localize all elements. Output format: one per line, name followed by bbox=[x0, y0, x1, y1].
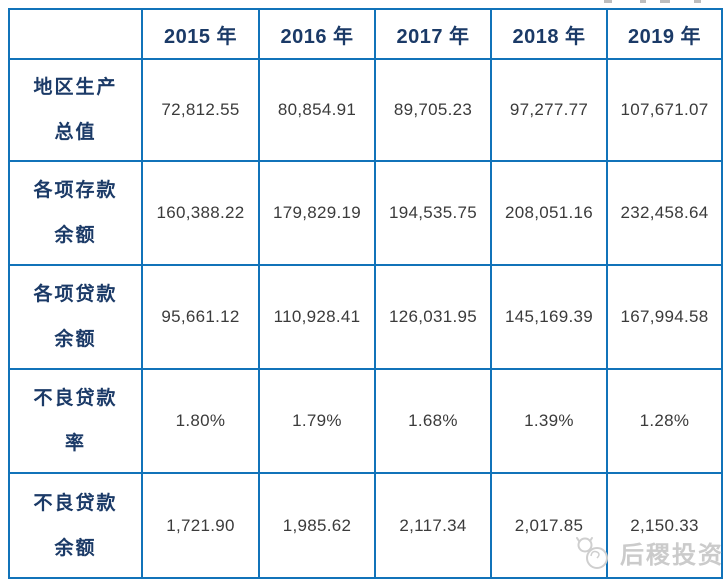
row-label-gdp: 地区生产 总值 bbox=[8, 58, 143, 162]
year-header-2019: 2019 年 bbox=[606, 8, 723, 60]
table-cell: 126,031.95 bbox=[374, 264, 492, 370]
watermark: 后稷投资 bbox=[575, 535, 724, 570]
table-cell: 1.80% bbox=[141, 368, 260, 474]
row-label-deposits: 各项存款 余额 bbox=[8, 160, 143, 266]
table-cell: 72,812.55 bbox=[141, 58, 260, 162]
brand-logo-icon bbox=[575, 536, 615, 570]
row-label-line: 余额 bbox=[54, 329, 97, 350]
year-header-2015: 2015 年 bbox=[141, 8, 260, 60]
table-row-gdp: 地区生产 总值 72,812.55 80,854.91 89,705.23 97… bbox=[8, 58, 723, 162]
year-header-2018: 2018 年 bbox=[490, 8, 608, 60]
row-label-npl-balance: 不良贷款 余额 bbox=[8, 472, 143, 579]
table-header-row: 2015 年 2016 年 2017 年 2018 年 2019 年 bbox=[8, 8, 723, 60]
table-cell: 1.68% bbox=[374, 368, 492, 474]
table-cell: 1.39% bbox=[490, 368, 608, 474]
table-cell: 160,388.22 bbox=[141, 160, 260, 266]
table-cell: 80,854.91 bbox=[258, 58, 376, 162]
financial-data-table: 2015 年 2016 年 2017 年 2018 年 2019 年 地区生产 … bbox=[8, 8, 723, 579]
cropped-text-artifact bbox=[640, 0, 646, 3]
row-label-line: 率 bbox=[64, 433, 86, 454]
table-cell: 1.79% bbox=[258, 368, 376, 474]
table-cell: 2,117.34 bbox=[374, 472, 492, 579]
table-cell: 167,994.58 bbox=[606, 264, 723, 370]
row-label-line: 不良贷款 bbox=[33, 388, 118, 409]
row-label-line: 余额 bbox=[54, 537, 97, 559]
table-cell: 194,535.75 bbox=[374, 160, 492, 266]
row-label-npl-ratio: 不良贷款 率 bbox=[8, 368, 143, 474]
table-cell: 97,277.77 bbox=[490, 58, 608, 162]
table-row-loans: 各项贷款 余额 95,661.12 110,928.41 126,031.95 … bbox=[8, 264, 723, 370]
row-label-line: 总值 bbox=[54, 122, 97, 143]
cropped-text-artifact bbox=[604, 0, 612, 3]
cropped-text-artifact bbox=[694, 0, 701, 3]
year-header-2016: 2016 年 bbox=[258, 8, 376, 60]
year-header-2017: 2017 年 bbox=[374, 8, 492, 60]
table-cell: 1.28% bbox=[606, 368, 723, 474]
table-cell: 208,051.16 bbox=[490, 160, 608, 266]
row-label-line: 各项贷款 bbox=[33, 284, 118, 305]
table-cell: 179,829.19 bbox=[258, 160, 376, 266]
cropped-text-artifact bbox=[660, 0, 670, 3]
row-label-line: 余额 bbox=[54, 225, 97, 246]
table-cell: 110,928.41 bbox=[258, 264, 376, 370]
table-cell: 2,150.33 bbox=[606, 472, 723, 579]
watermark-text: 后稷投资 bbox=[620, 542, 724, 569]
table-cell: 1,985.62 bbox=[258, 472, 376, 579]
table-row-deposits: 各项存款 余额 160,388.22 179,829.19 194,535.75… bbox=[8, 160, 723, 266]
row-label-line: 地区生产 bbox=[33, 77, 118, 98]
table-cell: 95,661.12 bbox=[141, 264, 260, 370]
table-cell: 107,671.07 bbox=[606, 58, 723, 162]
row-label-loans: 各项贷款 余额 bbox=[8, 264, 143, 370]
table-cell: 1,721.90 bbox=[141, 472, 260, 579]
table-cell: 145,169.39 bbox=[490, 264, 608, 370]
table-row-npl-balance: 不良贷款 余额 1,721.90 1,985.62 2,117.34 2,017… bbox=[8, 472, 723, 579]
table-cell: 89,705.23 bbox=[374, 58, 492, 162]
table-cell: 232,458.64 bbox=[606, 160, 723, 266]
row-label-line: 不良贷款 bbox=[33, 492, 118, 514]
table-row-npl-ratio: 不良贷款 率 1.80% 1.79% 1.68% 1.39% 1.28% bbox=[8, 368, 723, 474]
corner-cell bbox=[8, 8, 143, 60]
row-label-line: 各项存款 bbox=[33, 180, 118, 201]
